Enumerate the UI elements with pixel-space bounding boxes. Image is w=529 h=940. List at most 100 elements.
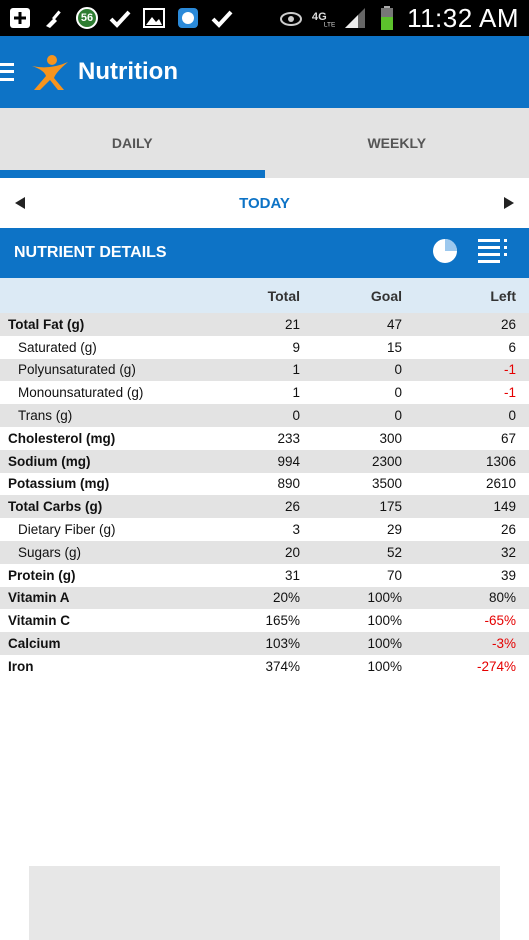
nutrient-name: Saturated (g) bbox=[18, 339, 97, 355]
nutrient-goal: 100% bbox=[367, 613, 402, 629]
header-goal: Goal bbox=[370, 287, 402, 304]
nutrient-goal: 0 bbox=[394, 385, 402, 401]
nutrient-total: 103% bbox=[265, 636, 300, 652]
table-row: Monounsaturated (g) 1 0 -1 bbox=[0, 381, 529, 405]
nutrient-left: 0 bbox=[508, 408, 516, 424]
nutrient-left: 2610 bbox=[485, 476, 516, 492]
table-row: Potassium (mg) 890 3500 2610 bbox=[0, 472, 529, 496]
triangle-left-icon bbox=[15, 197, 25, 209]
table-row: Total Carbs (g) 26 175 149 bbox=[0, 495, 529, 519]
svg-text:4G: 4G bbox=[312, 11, 327, 23]
signal-icon bbox=[343, 6, 367, 30]
nutrient-goal: 0 bbox=[394, 408, 402, 424]
nutrient-goal: 100% bbox=[367, 590, 402, 606]
nutrient-total: 994 bbox=[277, 453, 300, 469]
status-bar: 56 4G LTE 11:32 AM bbox=[0, 0, 529, 36]
header-left: Left bbox=[490, 287, 516, 304]
nutrient-left: -3% bbox=[491, 636, 516, 652]
nutrient-left: 67 bbox=[500, 430, 516, 446]
4g-lte-icon: 4G LTE bbox=[311, 6, 335, 30]
current-date-label[interactable]: TODAY bbox=[239, 194, 290, 212]
table-header: Total Goal Left bbox=[0, 278, 529, 313]
broom-icon bbox=[42, 6, 66, 30]
svg-text:LTE: LTE bbox=[324, 21, 335, 28]
section-actions bbox=[431, 237, 509, 270]
myfitnesspal-logo bbox=[30, 52, 70, 92]
battery-icon bbox=[375, 6, 399, 30]
check-icon bbox=[108, 6, 132, 30]
table-row: Vitamin C 165% 100% -65% bbox=[0, 609, 529, 633]
previous-day-button[interactable] bbox=[0, 178, 40, 228]
nutrient-total: 233 bbox=[277, 430, 300, 446]
table-row: Saturated (g) 9 15 6 bbox=[0, 335, 529, 359]
table-row: Total Fat (g) 21 47 26 bbox=[0, 313, 529, 336]
nutrient-name: Vitamin A bbox=[8, 590, 70, 606]
nutrient-left: 26 bbox=[500, 522, 516, 538]
nutrient-goal: 52 bbox=[386, 544, 402, 560]
table-row: Sugars (g) 20 52 32 bbox=[0, 540, 529, 564]
triangle-right-icon bbox=[503, 197, 514, 209]
nutrient-total: 21 bbox=[284, 316, 300, 332]
usa-today-icon bbox=[176, 6, 200, 30]
ad-banner-placeholder[interactable] bbox=[29, 866, 500, 940]
nutrient-goal: 100% bbox=[367, 658, 402, 674]
nutrient-name: Monounsaturated (g) bbox=[18, 385, 144, 401]
clock: 11:32 AM bbox=[407, 2, 519, 33]
nutrient-total: 1 bbox=[292, 385, 300, 401]
nutrient-left: 149 bbox=[493, 499, 516, 515]
nutrient-left: 32 bbox=[500, 544, 516, 560]
nutrient-name: Sugars (g) bbox=[18, 544, 82, 560]
table-row: Protein (g) 31 70 39 bbox=[0, 563, 529, 587]
date-navigator: TODAY bbox=[0, 178, 529, 228]
header-total: Total bbox=[267, 287, 300, 304]
nutrient-goal: 15 bbox=[386, 339, 402, 355]
next-day-button[interactable] bbox=[489, 178, 529, 228]
nutrient-left: -274% bbox=[476, 658, 516, 674]
nutrient-goal: 175 bbox=[379, 499, 402, 515]
table-row: Polyunsaturated (g) 1 0 -1 bbox=[0, 358, 529, 382]
tab-daily[interactable]: DAILY bbox=[0, 108, 265, 178]
table-row: Cholesterol (mg) 233 300 67 bbox=[0, 426, 529, 450]
table-row: Dietary Fiber (g) 3 29 26 bbox=[0, 518, 529, 541]
nutrient-left: -65% bbox=[484, 613, 516, 629]
nutrient-left: 26 bbox=[500, 316, 516, 332]
period-tabs: DAILY WEEKLY bbox=[0, 108, 529, 178]
nutrient-name: Sodium (mg) bbox=[8, 453, 91, 469]
nutrient-left: 1306 bbox=[485, 453, 516, 469]
nutrient-name: Iron bbox=[8, 658, 34, 674]
nutrient-goal: 29 bbox=[386, 522, 402, 538]
nutrient-name: Total Carbs (g) bbox=[8, 499, 103, 515]
nutrient-total: 9 bbox=[292, 339, 300, 355]
nutrient-name: Vitamin C bbox=[8, 613, 71, 629]
table-row: Iron 374% 100% -274% bbox=[0, 654, 529, 678]
nutrient-total: 0 bbox=[292, 408, 300, 424]
section-title: NUTRIENT DETAILS bbox=[14, 244, 167, 261]
tab-weekly[interactable]: WEEKLY bbox=[367, 135, 427, 151]
nutrient-name: Potassium (mg) bbox=[8, 476, 110, 492]
table-row: Calcium 103% 100% -3% bbox=[0, 632, 529, 655]
table-row: Trans (g) 0 0 0 bbox=[0, 404, 529, 427]
nutrient-details-header: NUTRIENT DETAILS bbox=[0, 228, 529, 278]
status-system: 4G LTE 11:32 AM bbox=[279, 0, 529, 36]
nutrient-total: 1 bbox=[292, 362, 300, 378]
list-settings-icon[interactable] bbox=[477, 237, 509, 270]
nutrient-total: 20% bbox=[272, 590, 300, 606]
nutrient-total: 374% bbox=[265, 658, 300, 674]
hamburger-icon[interactable] bbox=[0, 61, 22, 83]
nutrient-table: Total Goal Left Total Fat (g) 21 47 26 S… bbox=[0, 278, 529, 678]
nutrient-goal: 70 bbox=[386, 567, 402, 583]
nutrient-goal: 2300 bbox=[371, 453, 402, 469]
nutrient-left: 80% bbox=[488, 590, 516, 606]
check-icon bbox=[210, 6, 234, 30]
nutrient-name: Polyunsaturated (g) bbox=[18, 362, 136, 378]
pie-chart-icon[interactable] bbox=[431, 237, 459, 270]
nutrient-total: 890 bbox=[277, 476, 300, 492]
table-row: Sodium (mg) 994 2300 1306 bbox=[0, 449, 529, 473]
status-notifications: 56 bbox=[0, 0, 234, 36]
image-icon bbox=[142, 6, 166, 30]
app-bar: Nutrition bbox=[0, 36, 529, 108]
nutrient-name: Protein (g) bbox=[8, 567, 76, 583]
nutrient-left: 39 bbox=[500, 567, 516, 583]
nutrient-name: Total Fat (g) bbox=[8, 316, 85, 332]
eye-icon bbox=[279, 6, 303, 30]
